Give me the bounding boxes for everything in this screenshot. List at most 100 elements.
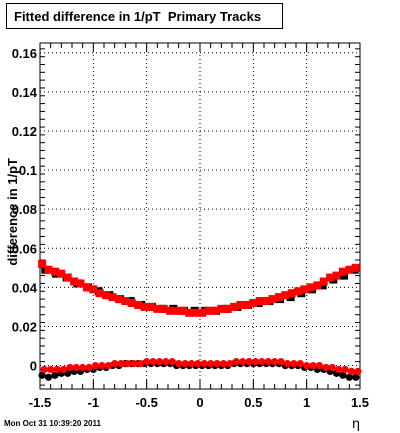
data-point — [338, 267, 347, 276]
y-tick-label: 0.06 — [12, 241, 37, 256]
data-point — [315, 361, 324, 370]
data-point — [127, 298, 136, 307]
data-point — [111, 359, 119, 368]
chart-title: Fitted difference in 1/pT Primary Tracks — [6, 3, 283, 29]
data-point — [226, 359, 234, 368]
data-point — [287, 289, 296, 298]
data-point — [172, 306, 181, 315]
data-point — [219, 359, 228, 368]
data-point — [143, 358, 151, 366]
data-point — [53, 365, 61, 374]
data-point — [345, 265, 354, 274]
data-point — [44, 265, 53, 274]
data-point — [210, 306, 219, 315]
x-tick-label: -1.5 — [29, 395, 51, 410]
tick-labels: -1.5 -1 -0.5 0 0.5 1 1.5 0 0.02 0.04 0.06 0.08 0.1 0.… — [12, 46, 369, 410]
data-point — [91, 361, 100, 370]
data-point — [271, 358, 279, 366]
y-tick-label: 0 — [30, 359, 37, 374]
data-point — [236, 300, 245, 309]
data-point — [347, 367, 356, 376]
data-point — [328, 363, 336, 372]
data-point — [245, 358, 253, 366]
data-point — [70, 277, 79, 286]
data-point — [76, 279, 85, 288]
data-point — [153, 304, 162, 313]
data-point — [313, 281, 322, 290]
data-point — [72, 363, 80, 372]
data-point — [38, 259, 47, 268]
data-point — [239, 358, 247, 366]
data-point — [242, 300, 251, 309]
data-point — [85, 363, 93, 372]
x-tick-label: 1.5 — [351, 395, 369, 410]
data-point — [309, 361, 317, 370]
data-point — [296, 359, 304, 368]
data-point — [175, 359, 183, 368]
data-markers — [38, 259, 362, 381]
data-point — [213, 359, 221, 368]
data-point — [200, 359, 208, 368]
data-point — [121, 297, 130, 306]
data-point — [149, 358, 157, 366]
data-point — [351, 263, 360, 272]
data-point — [159, 304, 168, 313]
data-point — [166, 306, 175, 315]
data-point — [264, 358, 272, 366]
data-point — [354, 367, 362, 376]
data-point — [204, 306, 213, 315]
data-point — [57, 269, 66, 278]
data-point — [123, 359, 132, 368]
data-point — [232, 358, 240, 366]
data-point — [339, 371, 347, 379]
data-point — [306, 283, 315, 292]
data-point — [168, 358, 176, 366]
x-tick-label: 0.5 — [244, 395, 262, 410]
data-point — [268, 295, 277, 304]
data-point — [207, 359, 215, 368]
x-tick-label: -1 — [88, 395, 100, 410]
data-point — [40, 365, 48, 374]
data-point — [130, 359, 138, 368]
data-point — [300, 285, 309, 294]
y-tick-label: 0.16 — [12, 46, 37, 61]
data-point — [89, 285, 98, 294]
data-point — [47, 365, 55, 374]
data-point — [341, 365, 349, 374]
data-point — [322, 363, 330, 372]
data-point — [63, 273, 72, 282]
data-point — [230, 302, 239, 311]
series-2 — [38, 259, 360, 317]
data-point — [290, 359, 298, 368]
data-point — [281, 291, 290, 300]
data-point — [185, 308, 194, 317]
data-point — [117, 359, 125, 368]
data-point — [277, 358, 285, 366]
data-point — [146, 302, 155, 311]
data-point — [181, 359, 189, 368]
data-point — [44, 373, 53, 381]
data-point — [255, 297, 264, 306]
data-point — [38, 371, 46, 379]
data-point — [136, 359, 144, 368]
data-point — [191, 308, 200, 317]
data-point — [82, 283, 91, 292]
data-point — [274, 293, 283, 302]
data-point — [140, 302, 149, 311]
data-point — [335, 365, 343, 374]
data-point — [251, 358, 260, 366]
y-tick-label: 0.12 — [12, 124, 37, 139]
data-point — [345, 373, 353, 381]
data-point — [326, 273, 335, 282]
data-point — [352, 373, 360, 381]
data-point — [319, 277, 328, 286]
data-point — [104, 361, 112, 370]
data-point — [262, 297, 271, 306]
data-point — [249, 298, 258, 307]
axis-ticks — [39, 43, 361, 389]
data-point — [134, 300, 143, 309]
x-tick-label: -0.5 — [135, 395, 157, 410]
y-tick-label: 0.1 — [19, 163, 37, 178]
data-point — [303, 361, 311, 370]
